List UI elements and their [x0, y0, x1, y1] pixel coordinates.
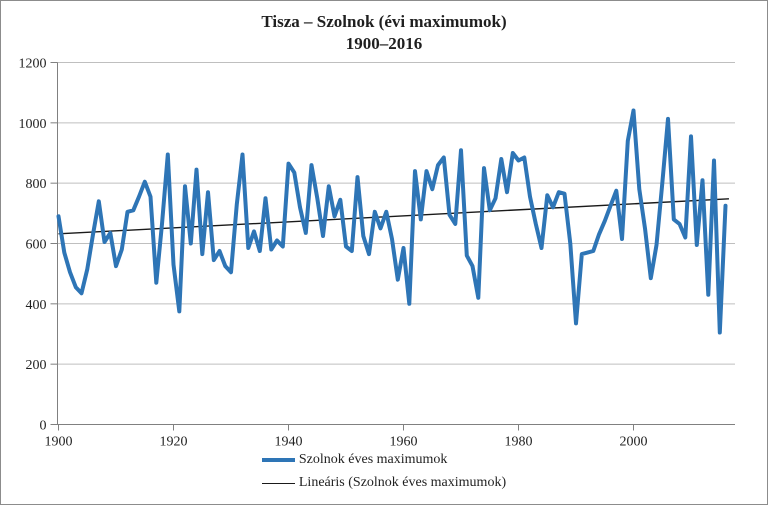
legend-item-trend: Lineáris (Szolnok éves maximumok) [261, 475, 507, 491]
legend-label-series: Szolnok éves maximumok [298, 452, 448, 467]
trend-line [58, 198, 729, 235]
trend-line-swatch [261, 482, 295, 484]
y-tick-label-1000: 1000 [19, 117, 47, 132]
chart-title-line2: 1900–2016 [345, 34, 423, 53]
legend: Szolnok éves maximumok Lineáris (Szolnok… [1, 452, 767, 491]
legend-item-series: Szolnok éves maximumok [261, 452, 448, 468]
y-tick-label-600: 600 [26, 238, 47, 253]
x-tick-label-2000: 2000 [620, 435, 648, 450]
data-line [56, 108, 728, 335]
chart-title: Tisza – Szolnok (évi maximumok) 1900–201… [1, 11, 767, 55]
x-tick-label-1920: 1920 [160, 435, 188, 450]
x-tick-label-1900: 1900 [45, 435, 73, 450]
y-tick-label-400: 400 [26, 298, 47, 313]
x-tick-label-1960: 1960 [390, 435, 418, 450]
x-tick-label-1980: 1980 [505, 435, 533, 450]
x-tick-label-1940: 1940 [275, 435, 303, 450]
y-tick-label-200: 200 [26, 358, 47, 373]
y-tick-label-1200: 1200 [19, 57, 47, 72]
series-line-swatch [261, 458, 295, 462]
y-tick-label-0: 0 [40, 419, 47, 434]
legend-label-trend: Lineáris (Szolnok éves maximumok) [298, 475, 507, 490]
y-tick-label-800: 800 [26, 177, 47, 192]
chart-title-line1: Tisza – Szolnok (évi maximumok) [261, 12, 507, 31]
